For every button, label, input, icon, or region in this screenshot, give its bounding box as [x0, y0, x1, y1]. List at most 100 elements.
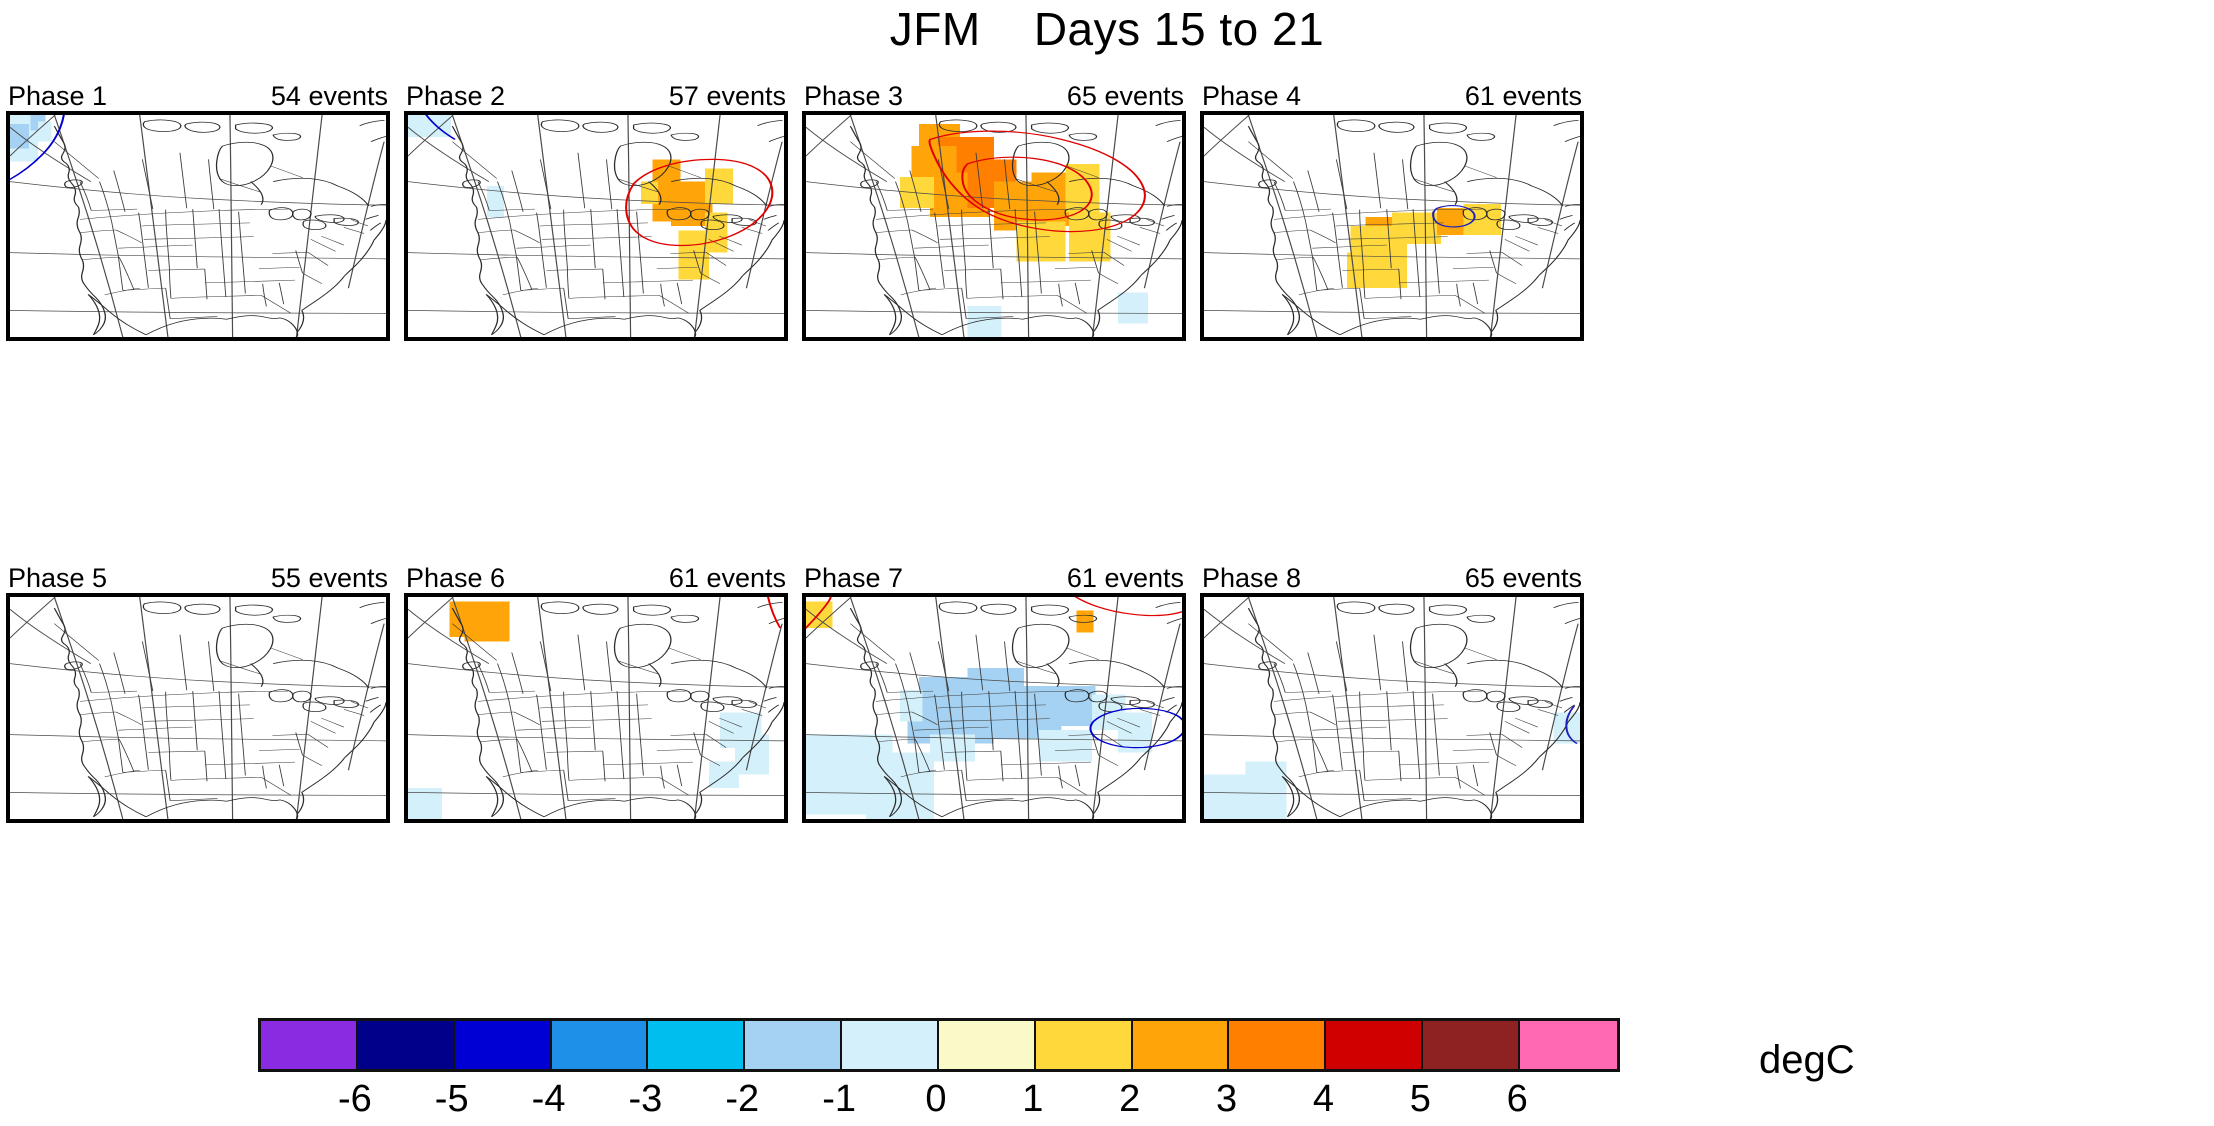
state-border: [975, 152, 984, 209]
state-border: [143, 237, 203, 240]
state-border: [104, 769, 141, 778]
coastline: [1046, 181, 1060, 205]
state-border: [887, 208, 934, 211]
political-border-layer: [53, 623, 369, 802]
state-border: [1335, 705, 1392, 709]
panel-event-count: 65 events: [1464, 563, 1582, 593]
state-border: [1000, 763, 1049, 766]
coastline: [474, 688, 484, 768]
graticule-line: [1143, 623, 1181, 771]
state-border: [1446, 279, 1490, 282]
coastline: [670, 614, 700, 623]
coastline: [344, 240, 375, 276]
state-border: [660, 283, 665, 307]
state-border: [216, 776, 262, 779]
state-border: [104, 287, 141, 296]
coastline: [1444, 663, 1458, 687]
state-border: [1501, 252, 1523, 266]
state-border: [592, 720, 596, 751]
coastline: [1336, 601, 1376, 614]
state-border: [708, 721, 734, 734]
coastline: [369, 704, 382, 713]
coastline: [1495, 757, 1540, 793]
anomaly-cell: [1245, 761, 1287, 819]
state-border: [577, 152, 586, 209]
state-border: [849, 141, 896, 179]
state-border: [516, 246, 548, 249]
colorbar: [258, 1018, 1620, 1072]
state-border: [911, 229, 938, 244]
state-border: [878, 256, 916, 261]
coastline: [767, 222, 780, 231]
state-border: [907, 221, 915, 256]
state-border: [944, 750, 1001, 753]
state-border: [1106, 721, 1132, 734]
state-border: [546, 750, 603, 753]
coastline: [1466, 177, 1533, 187]
coastline: [731, 217, 757, 226]
coastline: [84, 285, 106, 336]
coastline: [1559, 214, 1573, 220]
graticule-line: [1489, 115, 1517, 337]
state-border: [1048, 761, 1092, 764]
state-border: [640, 747, 644, 776]
state-border: [79, 208, 289, 220]
anomaly-cell: [930, 734, 976, 762]
coastline: [184, 121, 221, 133]
state-border: [1466, 733, 1502, 736]
coastline: [1166, 686, 1182, 689]
panel-header: Phase 7 61 events: [802, 562, 1186, 592]
state-border: [600, 718, 652, 721]
coastline: [301, 757, 346, 793]
graticule-line: [295, 115, 323, 337]
coastline: [1165, 222, 1178, 231]
state-border: [1434, 722, 1438, 748]
state-border: [118, 728, 150, 731]
colorbar-swatch: [938, 1021, 1036, 1069]
coastline: [1339, 799, 1421, 818]
state-border: [179, 634, 188, 691]
state-border: [1309, 711, 1336, 726]
map-canvas: [806, 115, 1182, 337]
state-border: [539, 159, 552, 210]
coastline: [690, 690, 710, 703]
graticule-line: [1333, 115, 1363, 337]
state-border: [1293, 181, 1306, 222]
state-border: [1544, 701, 1563, 709]
state-border: [650, 279, 694, 282]
coastline: [670, 177, 737, 187]
coastline: [292, 208, 312, 221]
state-border: [170, 798, 218, 802]
state-border: [166, 720, 170, 751]
state-border: [1273, 690, 1483, 702]
coastline: [485, 294, 499, 335]
state-border: [1068, 251, 1104, 254]
state-border: [939, 237, 999, 240]
coastline: [302, 701, 327, 713]
state-border: [592, 238, 596, 269]
coastline: [763, 214, 777, 220]
state-border: [194, 238, 198, 269]
graticule-line: [1204, 115, 1250, 157]
state-border: [141, 159, 154, 210]
coastline: [1270, 206, 1280, 286]
coastline-layer: [1247, 119, 1580, 337]
anomaly-cell: [486, 186, 504, 218]
coastline: [1466, 659, 1533, 669]
coastline: [64, 661, 83, 670]
state-border: [719, 235, 743, 246]
panel-header: Phase 4 61 events: [1200, 80, 1584, 110]
state-border: [541, 734, 547, 770]
graticule-layer: [806, 115, 1182, 337]
state-border: [1146, 219, 1165, 227]
coastline: [699, 275, 744, 311]
coastline: [1022, 797, 1077, 802]
graticule-line: [10, 792, 386, 796]
coastline: [1564, 204, 1580, 207]
coastline: [369, 222, 382, 231]
state-border: [1466, 251, 1502, 254]
state-border: [748, 701, 767, 709]
state-border: [1004, 159, 1011, 210]
state-border: [966, 316, 1014, 320]
graticule-line: [10, 252, 386, 260]
